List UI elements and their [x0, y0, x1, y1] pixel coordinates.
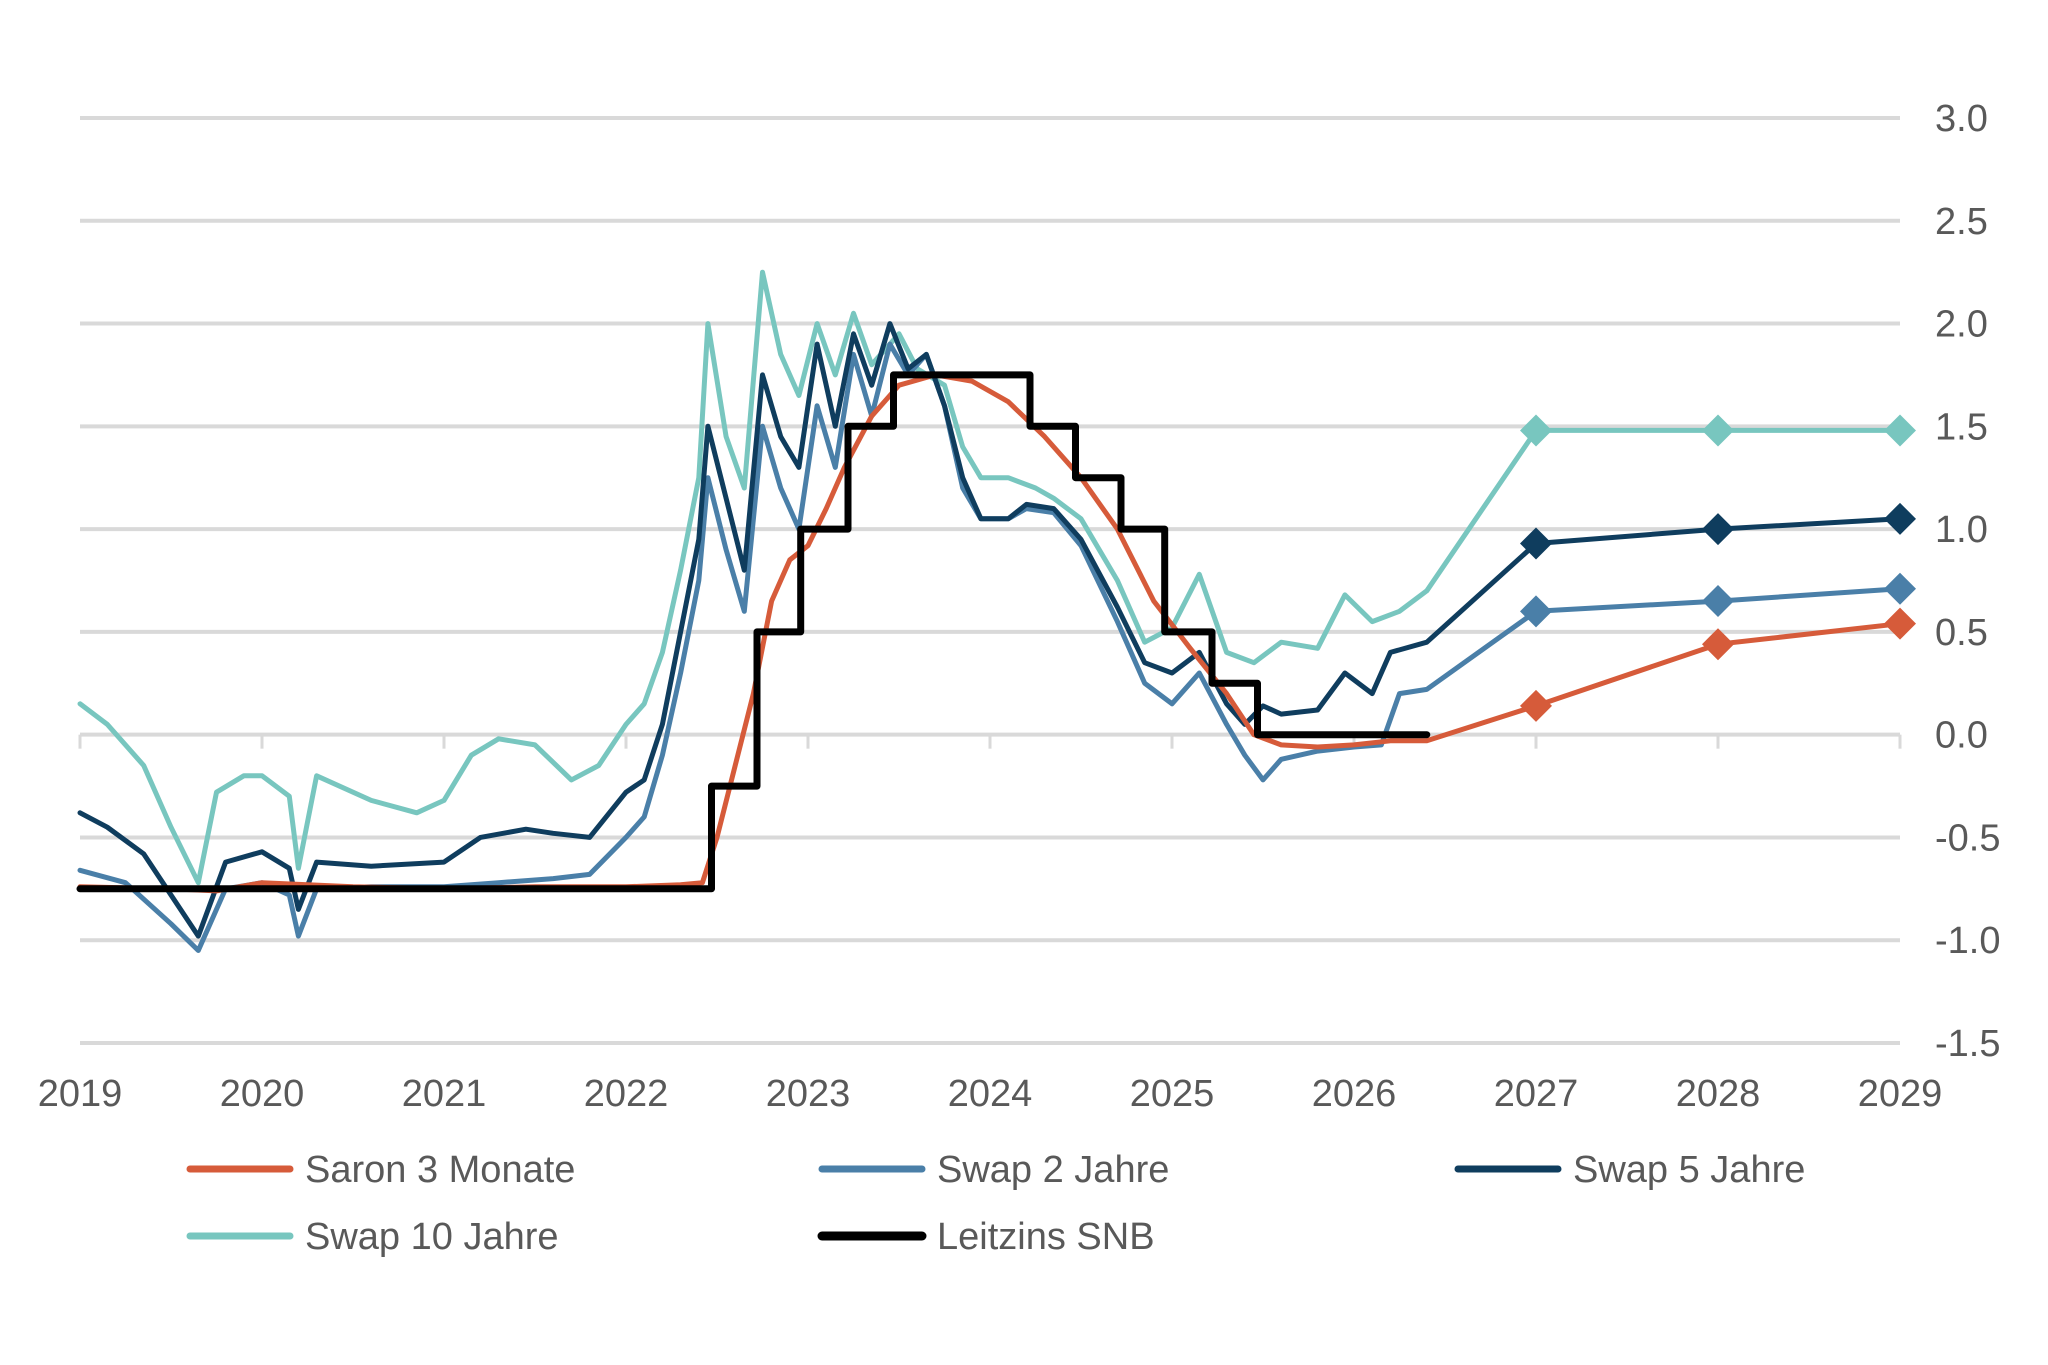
y-tick-label: 0.0	[1935, 715, 1988, 757]
series-line-swap-2-jahre	[77, 341, 1903, 953]
y-tick-label: 2.0	[1935, 304, 1988, 346]
y-tick-label: 2.5	[1935, 201, 1988, 243]
x-tick-label: 2019	[38, 1073, 123, 1115]
y-tick-label: 1.5	[1935, 406, 1988, 448]
forecast-markers	[1520, 414, 1916, 722]
forecast-marker	[1520, 414, 1552, 447]
x-tick-label: 2027	[1494, 1073, 1579, 1115]
forecast-marker	[1520, 527, 1552, 560]
legend-label: Leitzins SNB	[937, 1216, 1155, 1258]
legend: Saron 3 Monate Swap 2 Jahre Swap 5 Jahre Sw…	[186, 1149, 1805, 1258]
forecast-marker	[1884, 502, 1916, 535]
y-tick-label: -1.5	[1935, 1023, 2000, 1065]
x-tick-label: 2022	[584, 1073, 669, 1115]
x-axis	[78, 732, 1902, 749]
forecast-marker	[1702, 628, 1734, 661]
series-line-leitzins-snb	[76, 371, 1431, 893]
x-tick-label: 2025	[1130, 1073, 1215, 1115]
x-tick-label: 2021	[402, 1073, 487, 1115]
y-tick-label: -0.5	[1935, 817, 2000, 859]
forecast-marker	[1520, 595, 1552, 628]
series-line-swap-5-jahre	[77, 321, 1903, 939]
forecast-marker	[1702, 414, 1734, 447]
y-tick-label: 0.5	[1935, 612, 1988, 654]
legend-label: Swap 2 Jahre	[937, 1149, 1169, 1191]
x-tick-label: 2029	[1858, 1073, 1943, 1115]
grid-lines	[80, 116, 1900, 1045]
legend-label: Swap 10 Jahre	[305, 1216, 559, 1258]
x-tick-label: 2023	[766, 1073, 851, 1115]
forecast-marker	[1702, 585, 1734, 618]
x-tick-label: 2024	[948, 1073, 1033, 1115]
y-tick-label: -1.0	[1935, 920, 2000, 962]
x-tick-label: 2028	[1676, 1073, 1761, 1115]
y-axis-tick-labels: 3.0 2.5 2.0 1.5 1.0 0.5 0.0 -0.5 -1.0 -1.5	[1935, 98, 2000, 1065]
forecast-marker	[1884, 414, 1916, 447]
legend-label: Saron 3 Monate	[305, 1149, 575, 1191]
forecast-marker	[1520, 689, 1552, 722]
forecast-marker	[1884, 607, 1916, 640]
legend-label: Swap 5 Jahre	[1573, 1149, 1805, 1191]
x-axis-tick-labels: 2019 2020 2021 2022 2023 2024 2025 2026 2027 2028…	[38, 1073, 1943, 1115]
x-tick-label: 2026	[1312, 1073, 1397, 1115]
x-tick-label: 2020	[220, 1073, 305, 1115]
series-lines	[76, 269, 1903, 953]
y-tick-label: 3.0	[1935, 98, 1988, 140]
series-line-swap-10-jahre	[77, 269, 1903, 886]
forecast-marker	[1702, 513, 1734, 546]
forecast-marker	[1884, 572, 1916, 605]
y-tick-label: 1.0	[1935, 509, 1988, 551]
